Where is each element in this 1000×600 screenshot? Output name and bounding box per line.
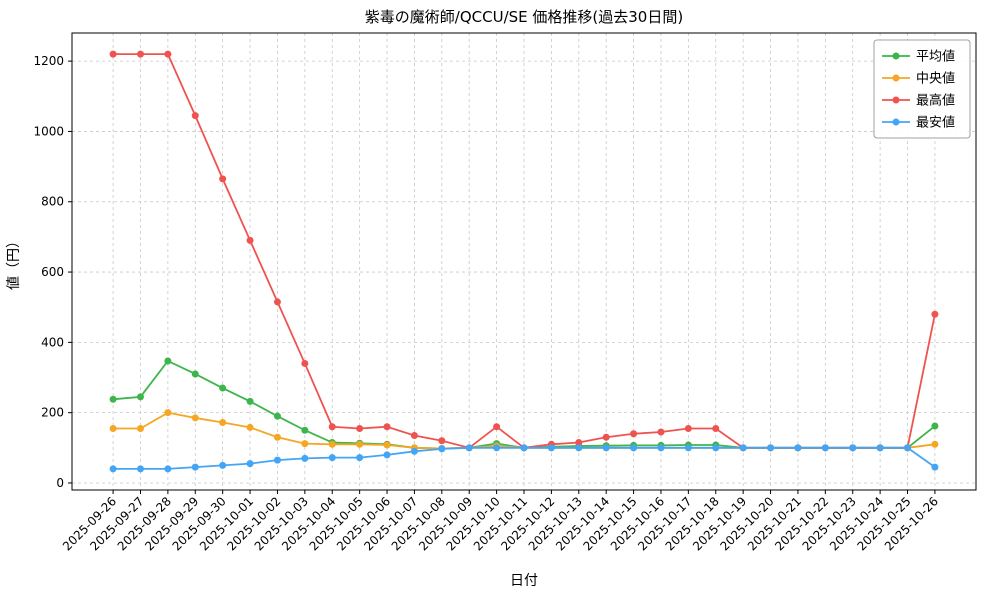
data-series bbox=[109, 50, 939, 473]
y-tick-label: 1200 bbox=[33, 54, 64, 68]
y-axis-label: 値（円） bbox=[6, 234, 22, 290]
axis-ticks: 0200400600800100012002025-09-262025-09-2… bbox=[33, 54, 941, 553]
x-axis-label: 日付 bbox=[510, 573, 538, 589]
y-tick-label: 800 bbox=[41, 195, 64, 209]
y-tick-label: 600 bbox=[41, 265, 64, 279]
legend-label: 最安値 bbox=[916, 115, 955, 131]
legend-label: 最高値 bbox=[916, 93, 955, 109]
legend-label: 中央値 bbox=[916, 71, 955, 87]
y-tick-label: 400 bbox=[41, 335, 64, 349]
y-tick-label: 1000 bbox=[33, 124, 64, 138]
y-tick-label: 0 bbox=[56, 476, 64, 490]
y-tick-label: 200 bbox=[41, 406, 64, 420]
grid-lines bbox=[72, 33, 976, 490]
chart-title: 紫毒の魔術師/QCCU/SE 価格推移(過去30日間) bbox=[365, 8, 683, 26]
legend-label: 平均値 bbox=[916, 49, 955, 65]
